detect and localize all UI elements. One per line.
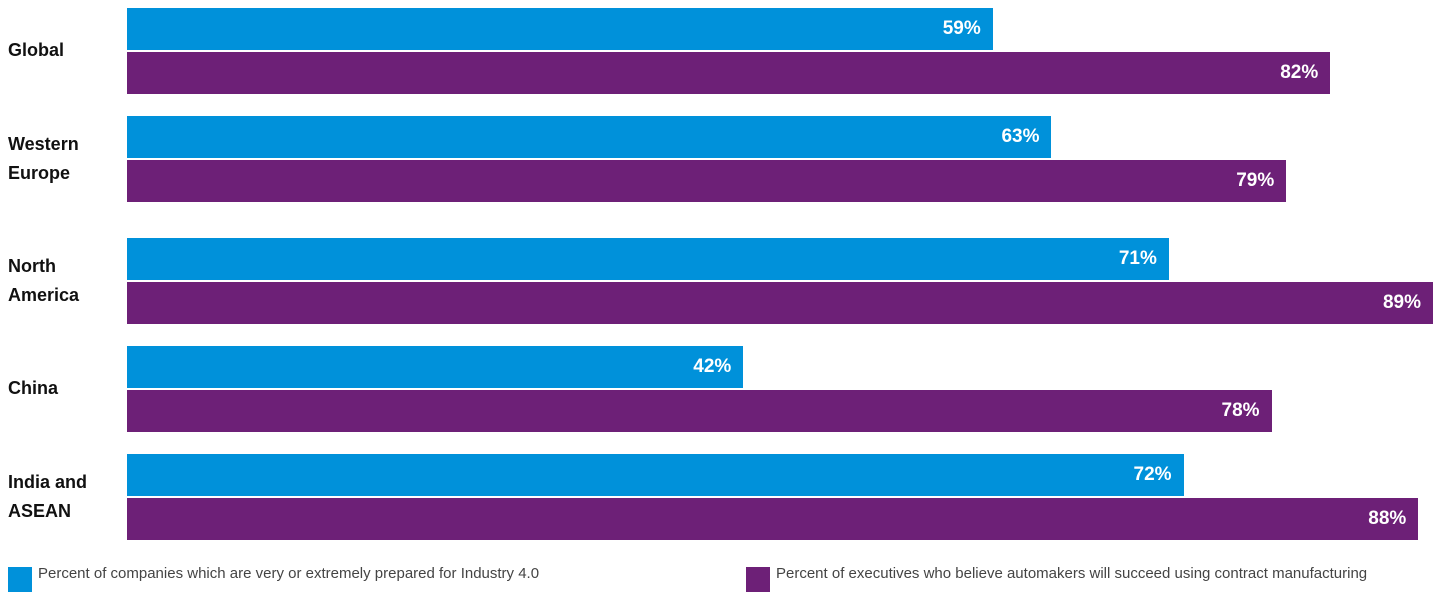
bar xyxy=(127,159,1287,202)
bar xyxy=(127,238,1169,280)
category-label: North America xyxy=(8,255,80,305)
bar xyxy=(127,389,1272,432)
value-label: 89% xyxy=(1382,291,1421,313)
value-label: 78% xyxy=(1221,399,1260,421)
value-label: 71% xyxy=(1118,248,1157,269)
category-label: Western Europe xyxy=(8,133,79,183)
value-label: 42% xyxy=(693,356,732,377)
value-label: 82% xyxy=(1280,61,1319,83)
value-label: 72% xyxy=(1133,464,1172,485)
legend-swatch xyxy=(746,567,770,592)
value-label: 63% xyxy=(1001,126,1040,147)
bar xyxy=(127,346,744,388)
value-label: 88% xyxy=(1368,507,1407,529)
bar xyxy=(127,51,1331,94)
category-label: Global xyxy=(8,40,65,61)
category-label: India and ASEAN xyxy=(8,471,88,521)
category-label: China xyxy=(8,378,59,399)
value-label: 79% xyxy=(1236,169,1275,191)
bar xyxy=(127,281,1433,324)
bar xyxy=(127,8,993,50)
bar xyxy=(127,116,1052,158)
value-label: 59% xyxy=(942,18,981,39)
bar xyxy=(127,454,1184,496)
legend-label: Percent of executives who believe automa… xyxy=(776,565,1368,582)
legend-label: Percent of companies which are very or e… xyxy=(38,565,540,582)
bar xyxy=(127,497,1419,540)
legend-swatch xyxy=(8,567,32,592)
